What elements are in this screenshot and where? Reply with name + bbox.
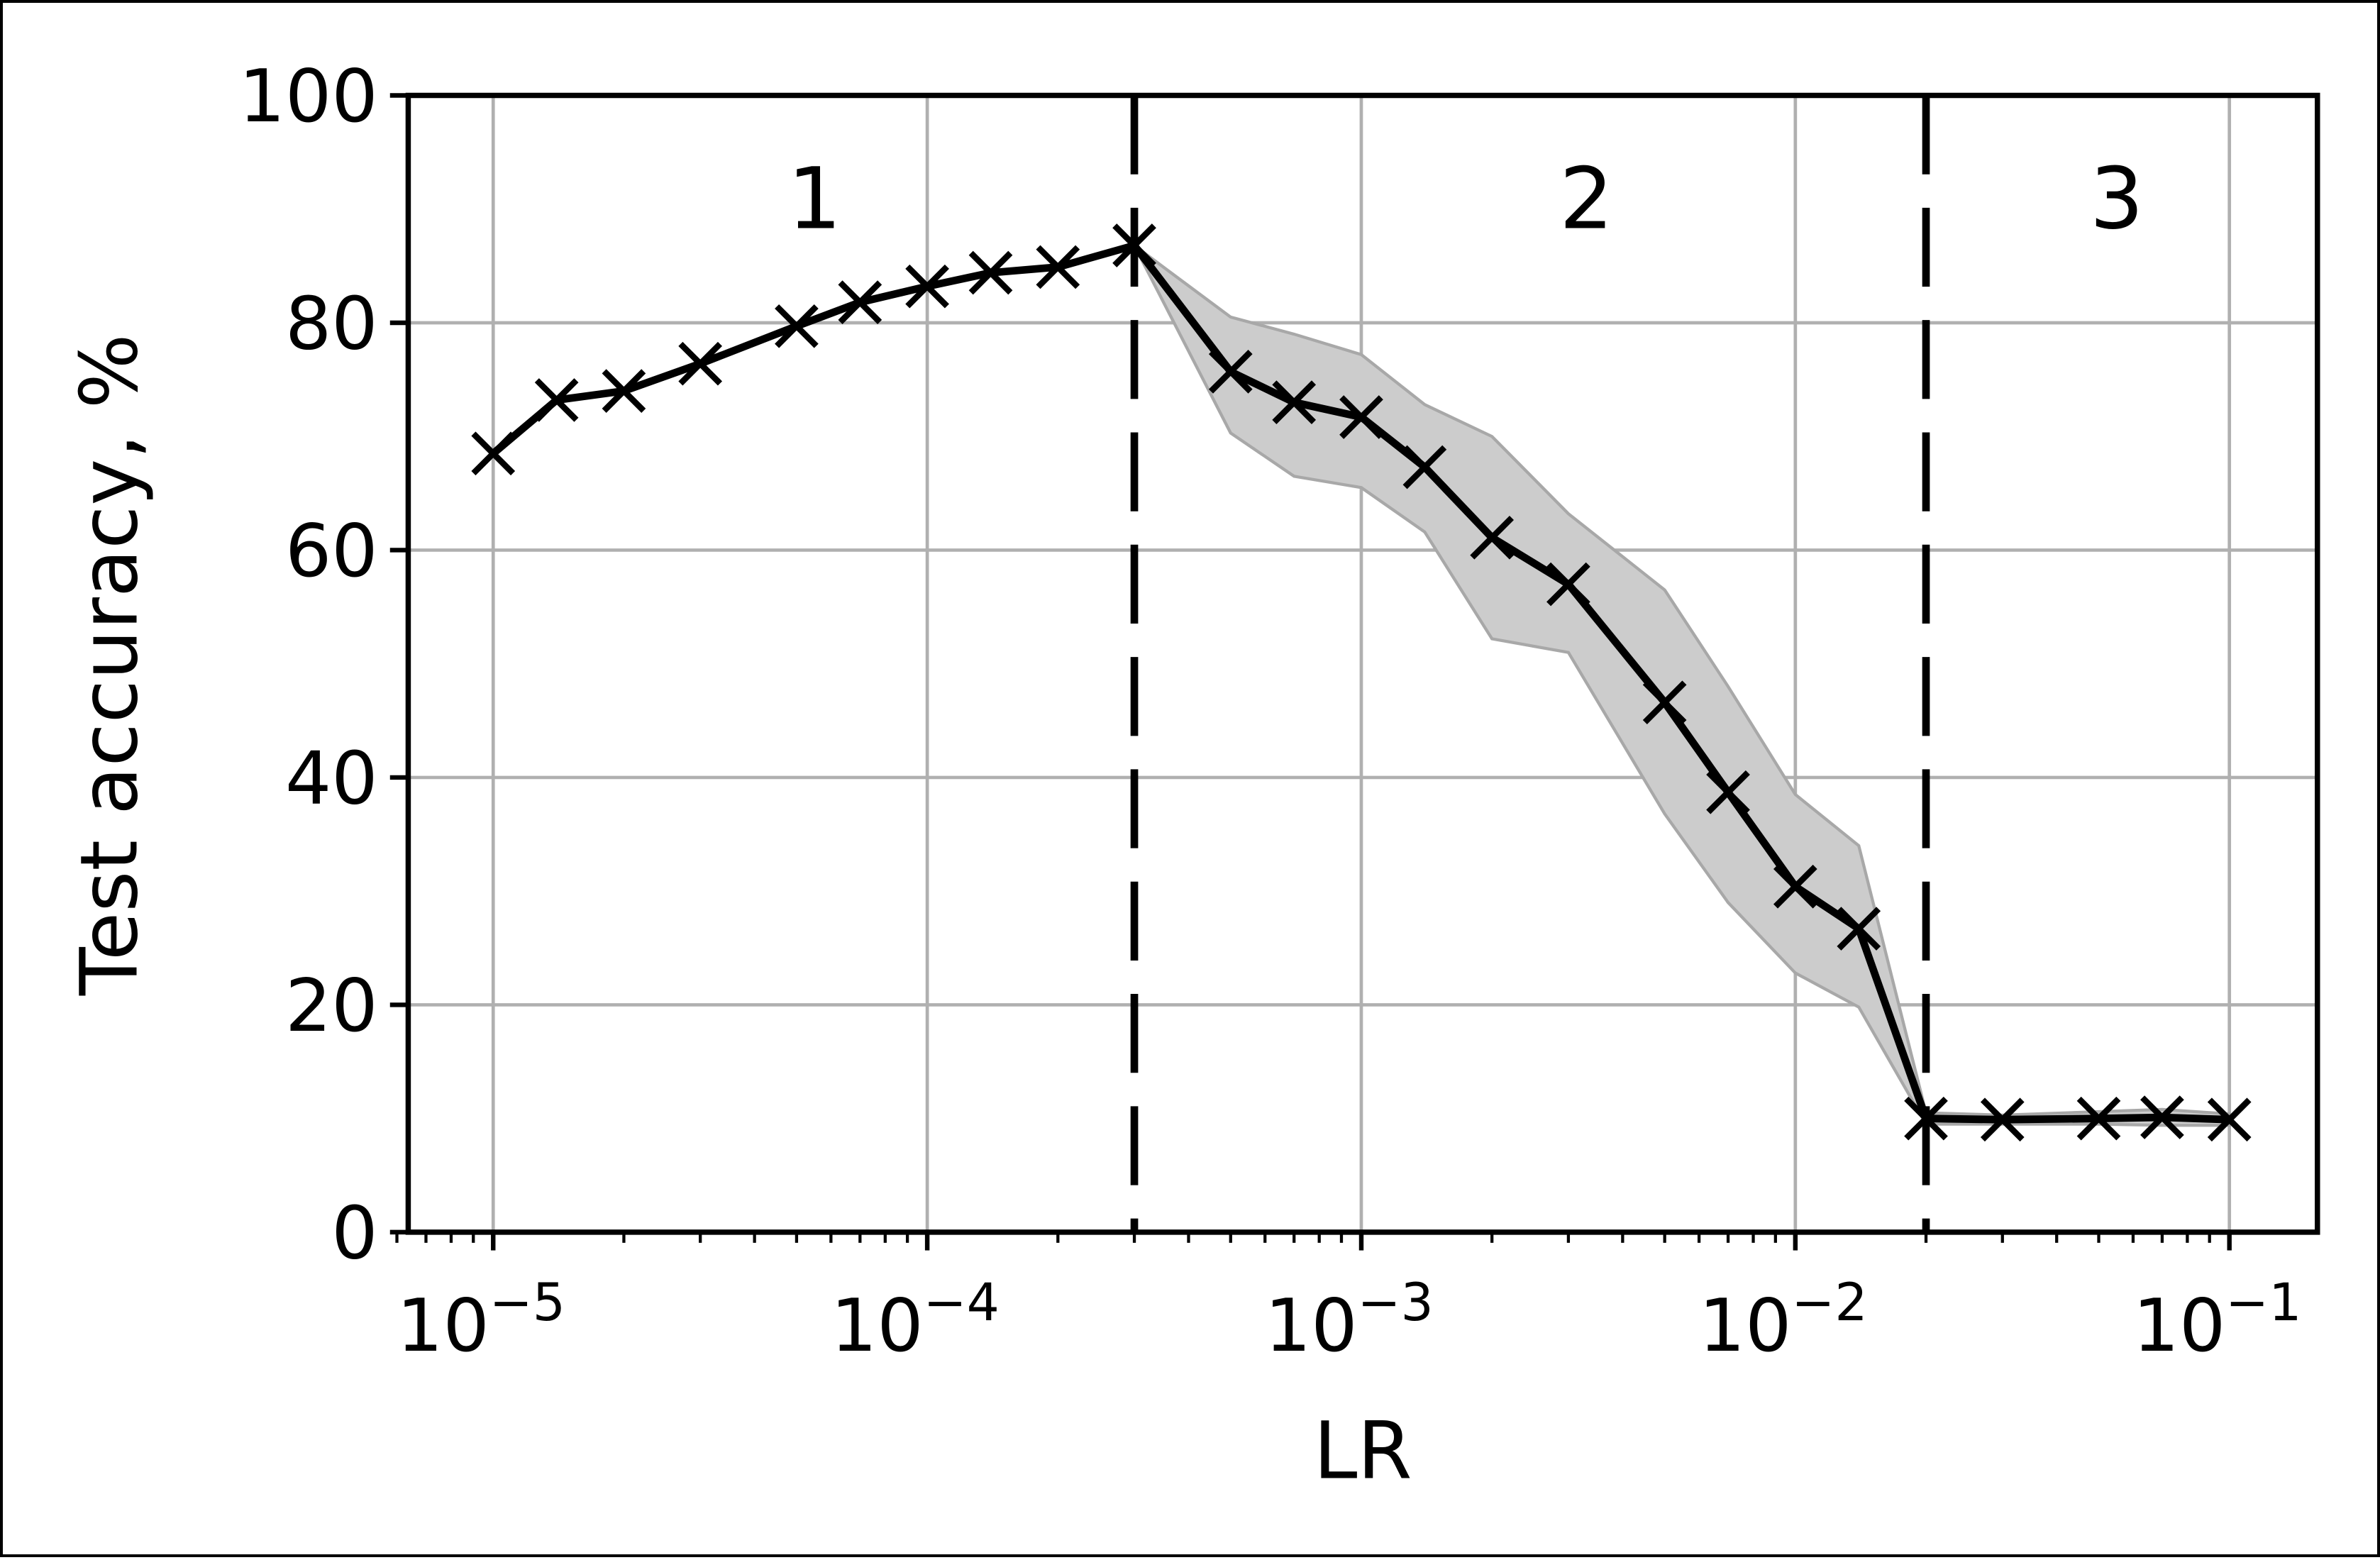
x-marker-icon (534, 378, 579, 422)
x-marker-icon (678, 341, 723, 386)
y-axis-label: Test accuracy, % (64, 333, 155, 996)
x-tick-label: 10−4 (831, 1273, 1000, 1368)
x-marker-icon (1339, 395, 1383, 439)
x-marker-icon (1773, 864, 1817, 909)
region-dividers: 1 2 3 (787, 95, 2144, 1232)
x-marker-icon (838, 280, 882, 324)
x-marker-icon (2207, 1097, 2252, 1142)
region-label: 3 (2090, 150, 2144, 249)
x-marker-icon (602, 369, 646, 413)
axes (389, 92, 2320, 1251)
x-marker-icon (1036, 245, 1080, 289)
region-label: 2 (1559, 150, 1613, 249)
x-tick-label: 10−3 (1265, 1273, 1434, 1368)
x-marker-icon (1470, 515, 1514, 560)
x-tick-label: 10−2 (1699, 1273, 1868, 1368)
x-marker-icon (1402, 445, 1447, 489)
x-marker-icon (1706, 770, 1750, 814)
x-marker-icon (1546, 562, 1590, 607)
tick-labels: 0 20 40 60 80 100 10−5 10−4 10−3 10−2 10−1 (239, 55, 2302, 1368)
x-marker-icon (1112, 223, 1156, 267)
x-axis-label: LR (1313, 1405, 1412, 1497)
y-tick-label: 0 (331, 1191, 377, 1276)
y-tick-label: 20 (285, 964, 378, 1049)
x-marker-icon (2140, 1095, 2184, 1139)
x-marker-icon (1208, 350, 1253, 394)
x-marker-icon (471, 431, 516, 476)
y-tick-label: 40 (285, 736, 378, 821)
data-series (471, 223, 2252, 1142)
y-tick-label: 60 (285, 509, 378, 594)
x-marker-icon (968, 250, 1013, 295)
x-marker-icon (1642, 680, 1687, 725)
x-marker-icon (2076, 1096, 2121, 1141)
x-marker-icon (1837, 907, 1881, 951)
x-tick-label: 10−5 (397, 1273, 565, 1368)
y-tick-label: 80 (285, 282, 378, 366)
x-marker-icon (1980, 1097, 2025, 1142)
region-label: 1 (787, 150, 841, 249)
grid-lines (408, 94, 2318, 1234)
x-marker-icon (775, 304, 819, 348)
x-marker-icon (1272, 380, 1317, 424)
y-tick-label: 100 (239, 55, 378, 139)
x-tick-label: 10−1 (2133, 1273, 2302, 1368)
x-marker-icon (905, 264, 949, 309)
x-marker-icon (1904, 1096, 1948, 1141)
